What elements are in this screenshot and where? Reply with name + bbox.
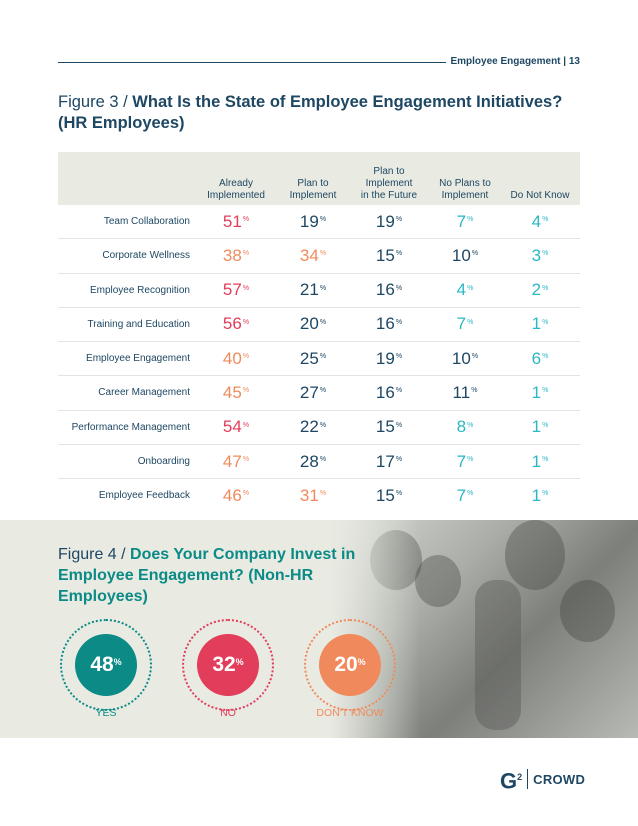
percent-cell: 22%	[299, 417, 327, 437]
figure4-title: Figure 4 / Does Your Company Invest in E…	[58, 544, 358, 607]
percent-cell: 45%	[222, 382, 250, 402]
percent-cell: 3%	[531, 245, 549, 265]
table-row: Employee Engagement 40% 25% 19% 10% 6%	[58, 342, 580, 377]
row-label: Career Management	[98, 387, 190, 399]
table-row: Performance Management 54% 22% 15% 8% 1%	[58, 411, 580, 446]
percent-cell: 1%	[531, 417, 549, 437]
percent-cell: 54%	[222, 417, 250, 437]
logo-divider	[527, 769, 529, 790]
percent-cell: 31%	[299, 485, 327, 505]
percent-cell: 56%	[222, 314, 250, 334]
percent-cell: 6%	[531, 348, 549, 368]
row-label: Training and Education	[87, 318, 190, 330]
row-label: Employee Recognition	[89, 284, 190, 296]
dont-know-value: 20%	[319, 634, 381, 696]
table-row: Employee Feedback 46% 31% 15% 7% 1%	[58, 479, 580, 512]
page-header: Employee Engagement | 13	[450, 56, 580, 67]
figure4-heading: Does Your Company Invest in Employee Eng…	[58, 546, 356, 605]
table-header: Already Implemented Plan to Implement Pl…	[58, 152, 580, 205]
percent-cell: 7%	[456, 451, 474, 471]
no-value: 32%	[197, 634, 259, 696]
percent-cell: 8%	[456, 417, 474, 437]
row-label: Employee Feedback	[98, 490, 190, 502]
percent-cell: 51%	[222, 211, 250, 231]
percent-cell: 28%	[299, 451, 327, 471]
table-row: Training and Education 56% 20% 16% 7% 1%	[58, 308, 580, 343]
percent-cell: 16%	[375, 314, 403, 334]
g2-crowd-logo: G2 CROWD	[500, 766, 585, 792]
table-row: Career Management 45% 27% 16% 11% 1%	[58, 376, 580, 411]
percent-cell: 19%	[299, 211, 327, 231]
percent-cell: 10%	[451, 245, 479, 265]
percent-cell: 40%	[222, 348, 250, 368]
column-header: No Plans to Implement	[439, 178, 491, 201]
figure3-heading: What Is the State of Employee Engagement…	[58, 93, 563, 132]
percent-cell: 4%	[531, 211, 549, 231]
percent-cell: 17%	[375, 451, 403, 471]
percent-cell: 27%	[299, 382, 327, 402]
g2-logo-mark: G2	[500, 768, 523, 794]
percent-cell: 15%	[375, 417, 403, 437]
column-header: Already Implemented	[207, 178, 265, 201]
percent-cell: 47%	[222, 451, 250, 471]
percent-cell: 25%	[299, 348, 327, 368]
percent-cell: 46%	[222, 485, 250, 505]
yes-circle: 48%	[60, 619, 152, 711]
percent-cell: 2%	[531, 280, 549, 300]
yes-value: 48%	[75, 634, 137, 696]
percent-cell: 7%	[456, 314, 474, 334]
table-row: Employee Recognition 57% 21% 16% 4% 2%	[58, 274, 580, 308]
table-row: Team Collaboration 51% 19% 19% 7% 4%	[58, 205, 580, 240]
figure3-prefix: Figure 3 /	[58, 93, 133, 111]
no-circle: 32%	[182, 619, 274, 711]
percent-cell: 16%	[375, 382, 403, 402]
header-rule	[58, 62, 446, 63]
row-label: Team Collaboration	[103, 216, 190, 227]
dont-know-circle: 20%	[304, 619, 396, 711]
percent-cell: 19%	[375, 211, 403, 231]
percent-cell: 34%	[299, 245, 327, 265]
percent-cell: 1%	[531, 485, 549, 505]
yes-label: YES	[95, 707, 117, 719]
column-header: Plan to Implement	[289, 178, 337, 201]
percent-cell: 19%	[375, 348, 403, 368]
percent-cell: 7%	[456, 211, 474, 231]
table-row: Corporate Wellness 38% 34% 15% 10% 3%	[58, 239, 580, 274]
percent-cell: 7%	[456, 485, 474, 505]
row-label: Onboarding	[137, 456, 190, 468]
dont-know-label: DON'T KNOW	[316, 707, 384, 719]
percent-cell: 1%	[531, 451, 549, 471]
figure3-title: Figure 3 / What Is the State of Employee…	[58, 92, 578, 134]
percent-cell: 57%	[222, 280, 250, 300]
row-label: Employee Engagement	[86, 353, 190, 365]
no-label: NO	[220, 707, 236, 719]
table-body: Team Collaboration 51% 19% 19% 7% 4% Corporate…	[58, 205, 580, 513]
percent-cell: 1%	[531, 314, 549, 334]
row-label: Performance Management	[71, 421, 190, 433]
percent-cell: 21%	[299, 280, 327, 300]
percent-cell: 15%	[375, 485, 403, 505]
column-header: Plan to Implement in the Future	[360, 166, 418, 201]
column-header: Do Not Know	[510, 190, 570, 201]
table-row: Onboarding 47% 28% 17% 7% 1%	[58, 445, 580, 480]
percent-cell: 20%	[299, 314, 327, 334]
percent-cell: 16%	[375, 280, 403, 300]
percent-cell: 11%	[452, 382, 478, 402]
percent-cell: 38%	[222, 245, 250, 265]
percent-cell: 15%	[375, 245, 403, 265]
logo-wordmark: CROWD	[533, 771, 586, 787]
percent-cell: 4%	[456, 280, 474, 300]
figure4-prefix: Figure 4 /	[58, 546, 131, 563]
percent-cell: 1%	[531, 382, 549, 402]
percent-cell: 10%	[451, 348, 479, 368]
row-label: Corporate Wellness	[102, 250, 190, 262]
